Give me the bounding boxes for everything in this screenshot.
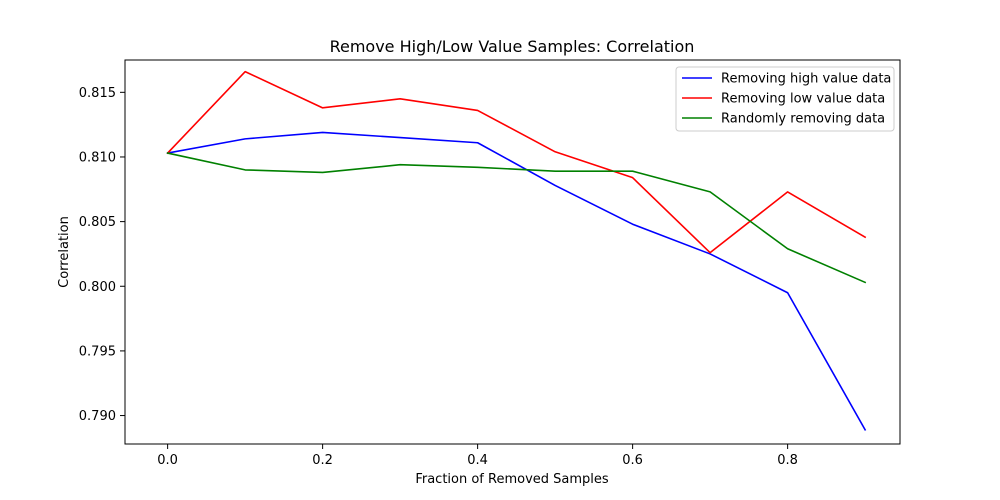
legend-label: Removing high value data — [721, 72, 891, 87]
legend-label: Randomly removing data — [721, 112, 885, 127]
x-tick-label: 0.6 — [622, 453, 643, 468]
y-axis: 0.790 0.795 0.800 0.805 0.810 0.815 — [79, 86, 125, 424]
plot-frame — [124, 59, 901, 445]
y-tick-label: 0.795 — [79, 344, 116, 359]
y-tick-label: 0.805 — [79, 215, 116, 230]
y-tick-label: 0.810 — [79, 150, 116, 165]
legend-box — [675, 66, 895, 132]
legend-label: Removing low value data — [721, 92, 885, 107]
series-line-1 — [166, 131, 867, 431]
x-axis: 0.0 0.2 0.4 0.6 0.8 — [157, 444, 798, 468]
chart-title: Remove High/Low Value Samples: Correlati… — [330, 37, 695, 56]
y-tick-label: 0.790 — [79, 409, 116, 424]
y-tick-label: 0.815 — [79, 86, 116, 101]
series-line-3 — [166, 152, 867, 284]
x-axis-label: Fraction of Removed Samples — [415, 472, 609, 487]
legend: Removing high value data Removing low val… — [675, 66, 895, 132]
y-axis-label: Correlation — [57, 216, 72, 288]
series-layer — [166, 70, 867, 431]
plot-area — [124, 59, 901, 445]
x-tick-label: 0.2 — [312, 453, 333, 468]
y-tick-label: 0.800 — [79, 280, 116, 295]
x-tick-label: 0.0 — [157, 453, 178, 468]
series-line-2 — [166, 70, 867, 254]
x-tick-label: 0.8 — [777, 453, 798, 468]
x-tick-label: 0.4 — [467, 453, 488, 468]
